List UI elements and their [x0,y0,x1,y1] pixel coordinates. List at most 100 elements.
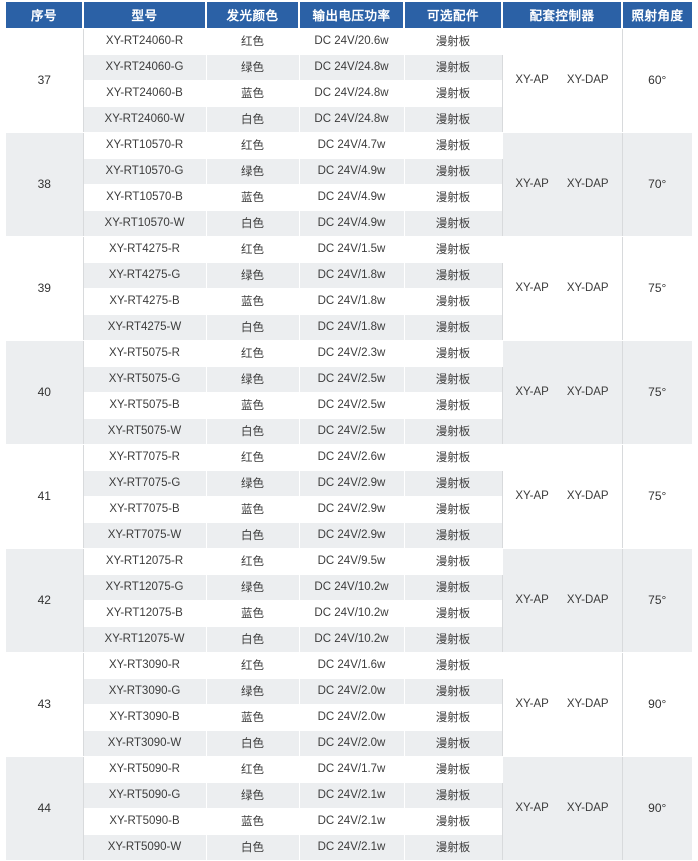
column-header-accessory: 可选配件 [404,2,503,29]
group-angle-cell: 70° [622,132,692,237]
table-row[interactable]: XY-RT5075-W 白色 DC 24V/2.5w 漫射板 [6,418,692,445]
table-row[interactable]: 38 XY-RT10570-R 红色 DC 24V/4.7w 漫射板 XY-AP XY-DA… [6,132,692,237]
cell-color: 绿色 [206,366,300,393]
column-header-color: 发光颜色 [206,2,300,29]
cell-power: DC 24V/2.9w [299,470,405,497]
cell-color: 红色 [206,132,300,159]
cell-power: DC 24V/1.5w [299,236,405,263]
table-row[interactable]: XY-RT24060-G 绿色 DC 24V/24.8w 漫射板 [6,54,692,81]
table-row[interactable]: 40 XY-RT5075-R 红色 DC 24V/2.3w 漫射板 XY-AP XY-DAP… [6,340,692,445]
cell-model: XY-RT4275-G [83,262,207,289]
table-row[interactable]: XY-RT24060-B 蓝色 DC 24V/24.8w 漫射板 [6,80,692,107]
cell-accessory: 漫射板 [404,496,503,523]
cell-color: 蓝色 [206,496,300,523]
table-row[interactable]: XY-RT5075-B 蓝色 DC 24V/2.5w 漫射板 [6,392,692,419]
table-row[interactable]: XY-RT7075-G 绿色 DC 24V/2.9w 漫射板 [6,470,692,497]
table-row[interactable]: XY-RT10570-G 绿色 DC 24V/4.9w 漫射板 [6,158,692,185]
cell-accessory: 漫射板 [404,522,503,549]
controller-name: XY-DAP [566,594,609,606]
table-row[interactable]: XY-RT12075-W 白色 DC 24V/10.2w 漫射板 [6,626,692,653]
controller-name: XY-AP [515,282,549,294]
cell-power: DC 24V/1.8w [299,262,405,289]
column-header-angle: 照射角度 [622,2,692,29]
cell-accessory: 漫射板 [404,834,503,861]
cell-model: XY-RT24060-R [83,28,207,55]
cell-model: XY-RT10570-B [83,184,207,211]
cell-power: DC 24V/20.6w [299,28,405,55]
table-row[interactable]: XY-RT24060-W 白色 DC 24V/24.8w 漫射板 [6,106,692,133]
cell-color: 蓝色 [206,600,300,627]
table-row[interactable]: XY-RT7075-B 蓝色 DC 24V/2.9w 漫射板 [6,496,692,523]
table-row[interactable]: 44 XY-RT5090-R 红色 DC 24V/1.7w 漫射板 XY-AP XY-DAP… [6,756,692,861]
table-row[interactable]: 41 XY-RT7075-R 红色 DC 24V/2.6w 漫射板 XY-AP XY-DAP… [6,444,692,549]
cell-accessory: 漫射板 [404,444,503,471]
cell-color: 红色 [206,652,300,679]
cell-accessory: 漫射板 [404,54,503,81]
table-row[interactable]: 37 XY-RT24060-R 红色 DC 24V/20.6w 漫射板 XY-AP XY-D… [6,28,692,133]
cell-power: DC 24V/24.8w [299,80,405,107]
group-controller-cell: XY-AP XY-DAP [501,652,623,757]
table-row[interactable]: XY-RT3090-G 绿色 DC 24V/2.0w 漫射板 [6,678,692,705]
group-controller-cell: XY-AP XY-DAP [501,132,623,237]
cell-color: 白色 [206,626,300,653]
table-row[interactable]: XY-RT3090-W 白色 DC 24V/2.0w 漫射板 [6,730,692,757]
table-row[interactable]: 43 XY-RT3090-R 红色 DC 24V/1.6w 漫射板 XY-AP XY-DAP… [6,652,692,757]
cell-power: DC 24V/4.9w [299,184,405,211]
table-row[interactable]: XY-RT3090-B 蓝色 DC 24V/2.0w 漫射板 [6,704,692,731]
cell-color: 蓝色 [206,80,300,107]
column-header-power: 输出电压功率 [299,2,405,29]
controller-name: XY-DAP [566,74,609,86]
table-row[interactable]: XY-RT7075-W 白色 DC 24V/2.9w 漫射板 [6,522,692,549]
cell-model: XY-RT5090-B [83,808,207,835]
cell-color: 白色 [206,522,300,549]
cell-accessory: 漫射板 [404,678,503,705]
table-row[interactable]: XY-RT12075-G 绿色 DC 24V/10.2w 漫射板 [6,574,692,601]
group-index-cell: 44 [6,756,84,861]
cell-model: XY-RT7075-G [83,470,207,497]
group-controller-cell: XY-AP XY-DAP [501,28,623,133]
table-row[interactable]: XY-RT10570-W 白色 DC 24V/4.9w 漫射板 [6,210,692,237]
table-row[interactable]: XY-RT5090-W 白色 DC 24V/2.1w 漫射板 [6,834,692,861]
group-index-cell: 42 [6,548,84,653]
cell-accessory: 漫射板 [404,730,503,757]
cell-power: DC 24V/9.5w [299,548,405,575]
cell-model: XY-RT5075-B [83,392,207,419]
table-header: 序号 型号 发光颜色 输出电压功率 可选配件 配套控制器 照射角度 [6,2,692,29]
column-header-controller: 配套控制器 [502,2,623,29]
cell-color: 红色 [206,756,300,783]
group-angle-cell: 75° [622,236,692,341]
table-row[interactable]: XY-RT4275-W 白色 DC 24V/1.8w 漫射板 [6,314,692,341]
table-row[interactable]: XY-RT10570-B 蓝色 DC 24V/4.9w 漫射板 [6,184,692,211]
cell-power: DC 24V/2.6w [299,444,405,471]
cell-power: DC 24V/2.1w [299,782,405,809]
cell-model: XY-RT5075-G [83,366,207,393]
table-row[interactable]: XY-RT12075-B 蓝色 DC 24V/10.2w 漫射板 [6,600,692,627]
cell-accessory: 漫射板 [404,652,503,679]
controller-name: XY-AP [515,802,549,814]
table-body: 37 XY-RT24060-R 红色 DC 24V/20.6w 漫射板 XY-AP XY-D… [6,28,692,861]
cell-model: XY-RT5075-W [83,418,207,445]
cell-color: 白色 [206,834,300,861]
controller-name: XY-AP [515,74,549,86]
group-angle-cell: 60° [622,28,692,133]
cell-power: DC 24V/4.9w [299,158,405,185]
cell-power: DC 24V/10.2w [299,600,405,627]
table-row[interactable]: 42 XY-RT12075-R 红色 DC 24V/9.5w 漫射板 XY-AP XY-DA… [6,548,692,653]
table-row[interactable]: XY-RT4275-G 绿色 DC 24V/1.8w 漫射板 [6,262,692,289]
cell-color: 白色 [206,418,300,445]
table-row[interactable]: 39 XY-RT4275-R 红色 DC 24V/1.5w 漫射板 XY-AP XY-DAP… [6,236,692,341]
cell-accessory: 漫射板 [404,28,503,55]
cell-power: DC 24V/24.8w [299,106,405,133]
table-row[interactable]: XY-RT5090-B 蓝色 DC 24V/2.1w 漫射板 [6,808,692,835]
cell-accessory: 漫射板 [404,158,503,185]
cell-accessory: 漫射板 [404,600,503,627]
table-row[interactable]: XY-RT5075-G 绿色 DC 24V/2.5w 漫射板 [6,366,692,393]
cell-power: DC 24V/4.9w [299,210,405,237]
cell-model: XY-RT3090-B [83,704,207,731]
table-row[interactable]: XY-RT5090-G 绿色 DC 24V/2.1w 漫射板 [6,782,692,809]
table-row[interactable]: XY-RT4275-B 蓝色 DC 24V/1.8w 漫射板 [6,288,692,315]
group-angle-cell: 75° [622,340,692,445]
cell-color: 蓝色 [206,392,300,419]
cell-accessory: 漫射板 [404,132,503,159]
